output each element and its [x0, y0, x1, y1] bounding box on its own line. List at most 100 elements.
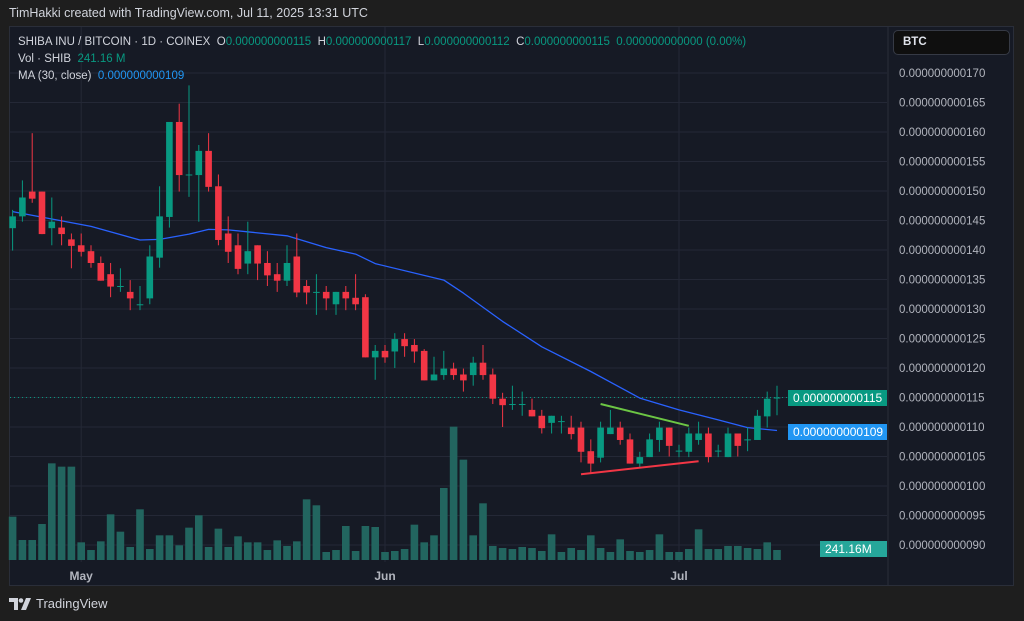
candle-down: [538, 415, 546, 429]
volume-bar: [587, 535, 595, 560]
volume-bar: [724, 545, 732, 560]
candle-down: [460, 374, 467, 381]
candle-down: [450, 368, 457, 376]
candle-up: [313, 291, 320, 293]
chart-credit: TimHakki created with TradingView.com, J…: [9, 6, 368, 20]
candle-up: [185, 174, 193, 176]
candle-down: [734, 433, 742, 446]
candle-down: [126, 291, 134, 299]
candle-up: [332, 291, 340, 305]
volume-bar: [606, 551, 615, 560]
brand-name: TradingView: [36, 596, 108, 611]
currency-button[interactable]: BTC: [893, 30, 1010, 55]
time-axis-label: Jul: [670, 569, 687, 583]
price-axis-label: 0.000000000115: [899, 393, 985, 405]
volume-bar: [234, 536, 242, 560]
high-label: H: [317, 36, 326, 48]
candle-down: [420, 350, 428, 381]
volume-bar: [734, 545, 742, 560]
candle-down: [215, 186, 222, 240]
volume-bar: [655, 534, 664, 560]
candle-down: [38, 191, 46, 235]
volume-bar: [528, 548, 536, 560]
candle-down: [224, 233, 232, 252]
price-axis-label: 0.000000000120: [899, 363, 985, 375]
volume-bar: [449, 426, 458, 560]
volume-bar: [538, 551, 546, 560]
candle-up: [558, 421, 565, 423]
volume-bar: [479, 503, 487, 560]
volume-bar: [263, 550, 272, 560]
volume-bar: [342, 525, 350, 560]
volume-label[interactable]: Vol · SHIB: [18, 53, 72, 65]
candle-up: [509, 403, 516, 405]
chart-panel[interactable]: [9, 26, 1014, 586]
candle-up: [391, 339, 399, 352]
change-value: 0.000000000000 (0.00%): [616, 36, 747, 48]
volume-bar: [508, 549, 517, 560]
volume-bar: [204, 546, 213, 560]
time-axis-label: May: [70, 569, 94, 583]
candle-up: [283, 262, 291, 281]
candle-up: [754, 415, 761, 440]
legend-row-volume: Vol · SHIB 241.16 M: [18, 53, 125, 65]
volume-bar: [675, 551, 683, 560]
volume-bar: [430, 535, 438, 560]
volume-bar: [518, 546, 526, 560]
candle-up: [117, 285, 124, 287]
volume-bar: [645, 550, 654, 560]
volume-bar: [185, 527, 193, 560]
ma-line: [12, 210, 778, 432]
volume-bar: [626, 551, 634, 560]
candle-down: [87, 251, 95, 263]
candle-down: [234, 245, 242, 269]
candle-down: [352, 297, 359, 305]
ma-price-tag: 0.000000000109: [788, 424, 887, 440]
price-axis-label: 0.000000000090: [899, 540, 985, 552]
price-axis-label: 0.000000000165: [899, 98, 985, 110]
volume-bar: [469, 535, 477, 560]
volume-bar: [381, 551, 389, 560]
volume-bar: [694, 529, 703, 560]
candle-up: [744, 439, 751, 441]
candle-down: [205, 150, 212, 187]
volume-bar: [48, 463, 56, 560]
volume-bar: [87, 550, 95, 560]
price-axis-label: 0.000000000110: [899, 422, 985, 434]
volume-bar: [371, 526, 379, 560]
candle-down: [489, 374, 497, 399]
volume-bar: [332, 550, 340, 560]
volume-bar: [577, 550, 585, 560]
volume-bar: [714, 549, 722, 560]
low-label: L: [417, 36, 425, 48]
volume-bar: [704, 549, 713, 560]
candle-down: [293, 256, 301, 293]
price-axis-label: 0.000000000095: [899, 511, 985, 523]
volume-bar: [57, 466, 66, 560]
volume-bar: [283, 545, 291, 560]
candle-up: [607, 427, 614, 435]
volume-bar: [38, 524, 46, 560]
volume-bar: [322, 551, 330, 560]
price-axis-label: 0.000000000125: [899, 334, 985, 346]
price-axis-label: 0.000000000160: [899, 127, 985, 139]
footer-brand: TradingView: [9, 596, 108, 611]
candle-up: [195, 150, 203, 176]
candle-up: [675, 450, 683, 452]
symbol-title[interactable]: SHIBA INU / BITCOIN · 1D · COINEX: [18, 36, 211, 48]
candle-down: [58, 227, 65, 235]
candle-down: [175, 121, 183, 176]
volume-bar: [97, 541, 105, 560]
price-axis-label: 0.000000000145: [899, 216, 985, 228]
candle-down: [567, 427, 575, 435]
legend-row-symbol: SHIBA INU / BITCOIN · 1D · COINEX O0.000…: [18, 36, 746, 48]
candle-up: [9, 216, 16, 229]
ma-label[interactable]: MA (30, close): [18, 70, 92, 82]
volume-bar: [214, 528, 223, 560]
volume-value: 241.16 M: [77, 53, 126, 65]
candle-up: [763, 398, 771, 417]
candle-down: [28, 191, 36, 199]
volume-bar: [459, 459, 468, 560]
volume-bar: [18, 540, 27, 560]
